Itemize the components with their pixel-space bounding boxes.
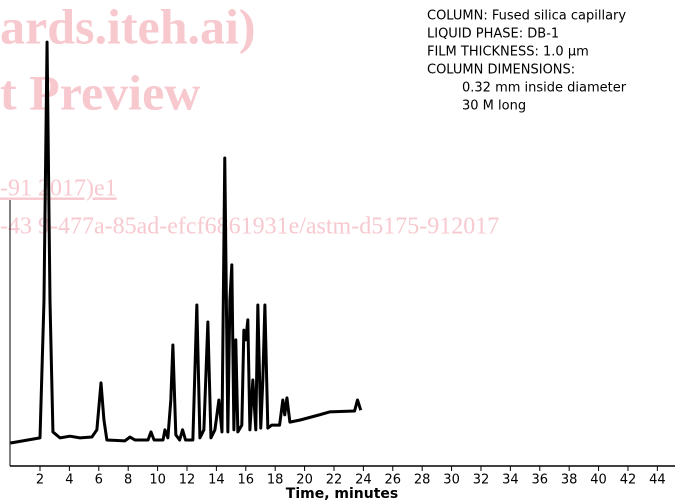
- x-tick-label: 6: [95, 473, 103, 488]
- x-tick-label: 34: [502, 473, 519, 488]
- x-tick-label: 22: [326, 473, 343, 488]
- x-tick-label: 36: [531, 473, 548, 488]
- watermark-text: -91 2017)e1: [0, 176, 117, 202]
- x-tick-label: 16: [238, 473, 255, 488]
- annotation: 0.32 mm inside diameter: [462, 81, 627, 96]
- watermark-text: ards.iteh.ai): [0, 0, 256, 54]
- x-tick-label: 26: [385, 473, 402, 488]
- x-tick-label: 14: [208, 473, 225, 488]
- annotation: 30 M long: [462, 99, 526, 114]
- x-tick-label: 32: [473, 473, 490, 488]
- watermark-text: t Preview: [0, 64, 200, 120]
- x-tick-label: 24: [355, 473, 372, 488]
- x-tick-label: 44: [649, 473, 666, 488]
- x-tick-label: 18: [267, 473, 284, 488]
- x-tick-label: 38: [561, 473, 578, 488]
- x-tick-label: 10: [149, 473, 166, 488]
- annotation: LIQUID PHASE: DB-1: [427, 27, 559, 42]
- x-tick-label: 42: [620, 473, 637, 488]
- annotation: FILM THICKNESS: 1.0 μm: [427, 45, 589, 60]
- x-tick-label: 40: [590, 473, 607, 488]
- annotation: COLUMN DIMENSIONS:: [427, 63, 575, 78]
- watermark-text: -43 9-477a-85ad-efcf6861931e/astm-d5175-…: [0, 214, 499, 240]
- x-tick-label: 30: [443, 473, 460, 488]
- x-tick-label: 12: [179, 473, 196, 488]
- chromatogram-line: [10, 40, 363, 445]
- x-tick-label: 28: [414, 473, 431, 488]
- x-axis-label: Time, minutes: [286, 486, 398, 502]
- x-tick-label: 4: [65, 473, 73, 488]
- x-tick-label: 2: [36, 473, 44, 488]
- annotation: COLUMN: Fused silica capillary: [427, 9, 626, 24]
- x-tick-label: 8: [124, 473, 132, 488]
- x-tick-label: 20: [296, 473, 313, 488]
